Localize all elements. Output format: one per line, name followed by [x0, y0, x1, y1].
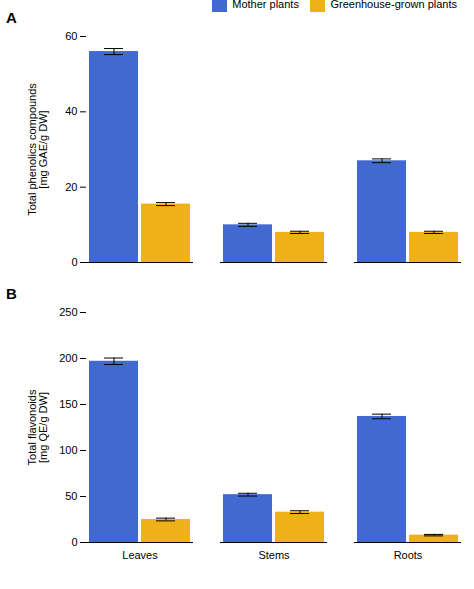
svg-text:250: 250 — [59, 306, 77, 318]
svg-text:0: 0 — [71, 256, 77, 268]
svg-text:Stems: Stems — [258, 549, 290, 561]
svg-text:Roots: Roots — [394, 549, 423, 561]
svg-text:200: 200 — [59, 352, 77, 364]
svg-text:Total phenolics compounds[mg G: Total phenolics compounds[mg GAE/g DW] — [26, 83, 49, 216]
svg-text:100: 100 — [59, 444, 77, 456]
svg-text:150: 150 — [59, 398, 77, 410]
svg-text:0: 0 — [71, 536, 77, 548]
svg-text:50: 50 — [65, 490, 77, 502]
svg-text:Total flavonoids[mg QE/g DW]: Total flavonoids[mg QE/g DW] — [26, 389, 49, 465]
svg-text:60: 60 — [65, 30, 77, 42]
svg-text:40: 40 — [65, 105, 77, 117]
svg-text:20: 20 — [65, 181, 77, 193]
html-text:B: B — [6, 285, 17, 302]
html-text:A: A — [6, 9, 17, 26]
svg-text:Leaves: Leaves — [122, 549, 158, 561]
